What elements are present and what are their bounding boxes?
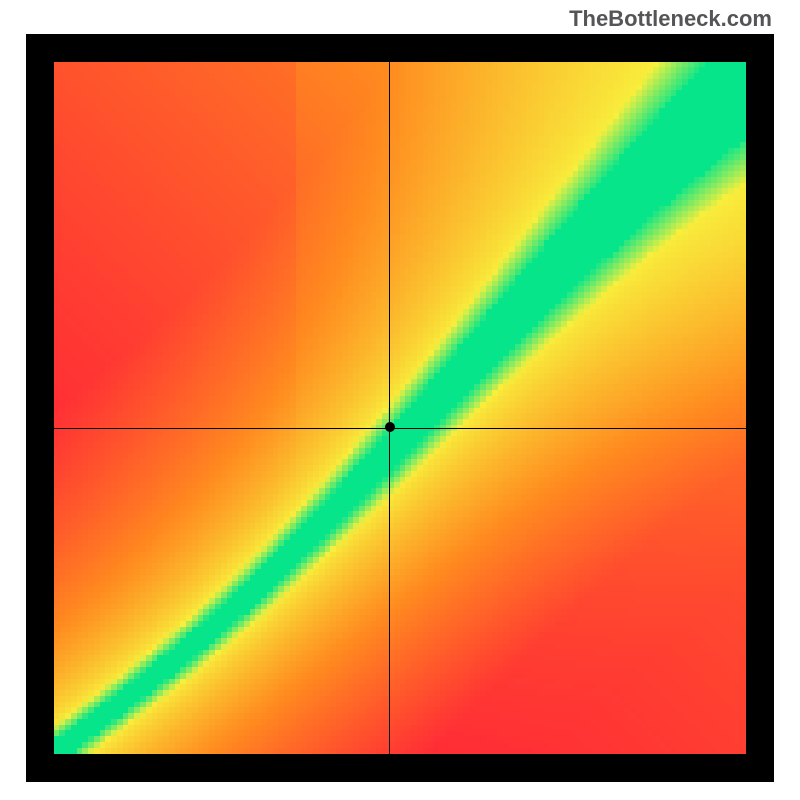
heatmap-canvas [54, 62, 746, 754]
chart-outer-frame [26, 34, 774, 782]
attribution-text: TheBottleneck.com [569, 6, 772, 32]
crosshair-horizontal [54, 428, 746, 429]
chart-plot-area [54, 62, 746, 754]
crosshair-vertical [389, 62, 390, 754]
page-container: TheBottleneck.com [0, 0, 800, 800]
crosshair-marker [385, 422, 395, 432]
